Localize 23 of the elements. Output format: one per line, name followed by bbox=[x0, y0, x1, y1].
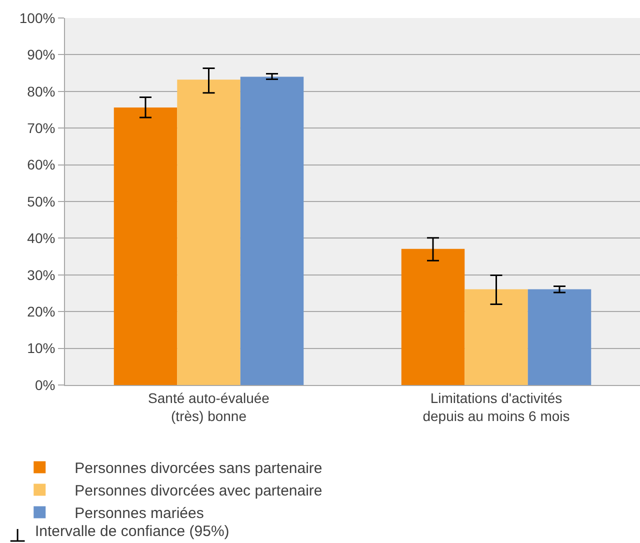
bar bbox=[114, 108, 178, 385]
y-tick-label: 50% bbox=[27, 193, 56, 210]
bar bbox=[177, 80, 240, 385]
y-tick-label: 40% bbox=[27, 230, 56, 246]
y-tick-label: 60% bbox=[27, 156, 56, 173]
bar bbox=[401, 248, 465, 385]
y-tick-label: 100% bbox=[19, 10, 56, 26]
y-tick-label: 90% bbox=[27, 46, 56, 63]
legend-label: Personnes mariées bbox=[74, 505, 204, 522]
bar bbox=[528, 289, 592, 385]
legend-label: Personnes divorcées sans partenaire bbox=[74, 460, 322, 478]
y-tick-label: 80% bbox=[27, 83, 56, 100]
y-tick-label: 10% bbox=[27, 340, 56, 356]
bar bbox=[240, 76, 304, 385]
bar bbox=[464, 289, 528, 385]
legend-label: Personnes divorcées avec partenaire bbox=[74, 482, 322, 500]
x-tick-label: Santé auto-évaluée (très) bonne bbox=[148, 390, 270, 424]
y-tick-label: 70% bbox=[27, 120, 56, 136]
x-tick-label: Limitations d'activités depuis au moins 6 mois bbox=[422, 390, 570, 424]
y-tick-label: 20% bbox=[27, 304, 56, 320]
text: Intervalle de confiance (95%) bbox=[35, 523, 230, 540]
y-tick-label: 30% bbox=[27, 266, 56, 283]
y-tick-label: 0% bbox=[34, 376, 56, 393]
